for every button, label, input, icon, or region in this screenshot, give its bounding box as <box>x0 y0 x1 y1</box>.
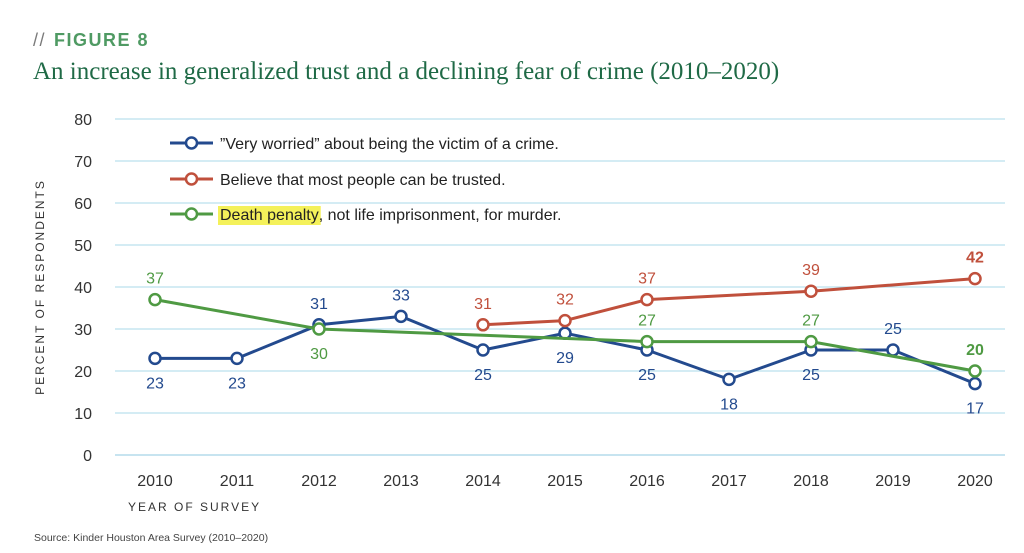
x-tick-label: 2020 <box>957 473 993 490</box>
data-label: 27 <box>802 313 820 330</box>
data-point <box>148 351 162 366</box>
y-axis-title: PERCENT OF RESPONDENTS <box>33 179 47 395</box>
highlight-mark <box>218 206 321 225</box>
legend-label: ”Very worried” about being the victim of… <box>220 136 559 153</box>
data-point <box>722 372 736 387</box>
data-point <box>968 271 982 286</box>
data-label: 42 <box>966 250 984 267</box>
data-label: 17 <box>966 401 984 418</box>
x-tick-label: 2012 <box>301 473 337 490</box>
legend-marker <box>184 207 199 221</box>
data-point <box>476 343 490 357</box>
x-tick-label: 2013 <box>383 473 419 490</box>
data-label: 23 <box>146 375 164 392</box>
data-point <box>558 313 572 328</box>
source-note: Source: Kinder Houston Area Survey (2010… <box>34 532 269 544</box>
x-tick-label: 2017 <box>711 473 747 490</box>
y-tick-label: 50 <box>74 238 92 255</box>
data-point <box>886 343 900 357</box>
y-tick-label: 70 <box>74 154 92 171</box>
data-label: 30 <box>310 346 328 363</box>
data-label: 25 <box>884 321 902 338</box>
data-label: 31 <box>474 296 492 313</box>
y-tick-label: 60 <box>74 196 92 213</box>
x-tick-label: 2014 <box>465 473 501 490</box>
data-label: 37 <box>638 271 656 288</box>
data-label: 32 <box>556 292 574 309</box>
y-tick-label: 10 <box>74 406 92 423</box>
legend-label: Believe that most people can be trusted. <box>220 172 506 189</box>
data-point <box>476 318 490 332</box>
data-point <box>148 292 162 307</box>
legend-label: , not life imprisonment, for murder. <box>319 207 562 224</box>
y-tick-label: 30 <box>74 322 92 339</box>
data-label: 25 <box>638 367 656 384</box>
data-label: 27 <box>638 313 656 330</box>
y-tick-label: 20 <box>74 364 92 381</box>
data-point <box>640 292 654 307</box>
data-point <box>968 376 982 391</box>
y-tick-label: 80 <box>74 112 92 129</box>
x-tick-label: 2010 <box>137 473 173 490</box>
x-tick-label: 2016 <box>629 473 665 490</box>
x-tick-label: 2015 <box>547 473 583 490</box>
legend-marker <box>184 136 199 150</box>
data-label: 31 <box>310 296 328 313</box>
data-label: 33 <box>392 287 410 304</box>
data-point <box>804 334 818 349</box>
data-label: 25 <box>474 367 492 384</box>
y-tick-label: 40 <box>74 280 92 297</box>
x-tick-label: 2018 <box>793 473 829 490</box>
x-tick-label: 2019 <box>875 473 911 490</box>
figure-tag-label: FIGURE 8 <box>54 30 150 50</box>
x-tick-label: 2011 <box>220 473 255 490</box>
figure-tag-slashes: // <box>33 30 47 50</box>
data-point <box>640 334 654 349</box>
data-point <box>394 309 408 324</box>
figure-tag: // FIGURE 8 <box>33 30 149 51</box>
data-point <box>312 322 326 336</box>
data-label: 39 <box>802 262 820 279</box>
data-point <box>968 364 982 378</box>
data-point <box>804 284 818 298</box>
data-label: 20 <box>966 342 984 359</box>
data-label: 25 <box>802 367 820 384</box>
y-tick-label: 0 <box>83 448 92 465</box>
data-label: 29 <box>556 350 574 367</box>
legend-marker <box>184 172 199 186</box>
chart-title: An increase in generalized trust and a d… <box>33 58 780 85</box>
data-point <box>230 351 244 366</box>
data-label: 37 <box>146 271 164 288</box>
x-axis-title: YEAR OF SURVEY <box>128 500 261 514</box>
legend-label-highlight: Death penalty <box>220 207 319 224</box>
data-label: 18 <box>720 396 738 413</box>
data-label: 23 <box>228 375 246 392</box>
